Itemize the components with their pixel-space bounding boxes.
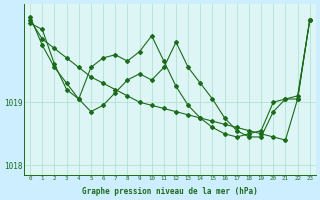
- X-axis label: Graphe pression niveau de la mer (hPa): Graphe pression niveau de la mer (hPa): [82, 187, 258, 196]
